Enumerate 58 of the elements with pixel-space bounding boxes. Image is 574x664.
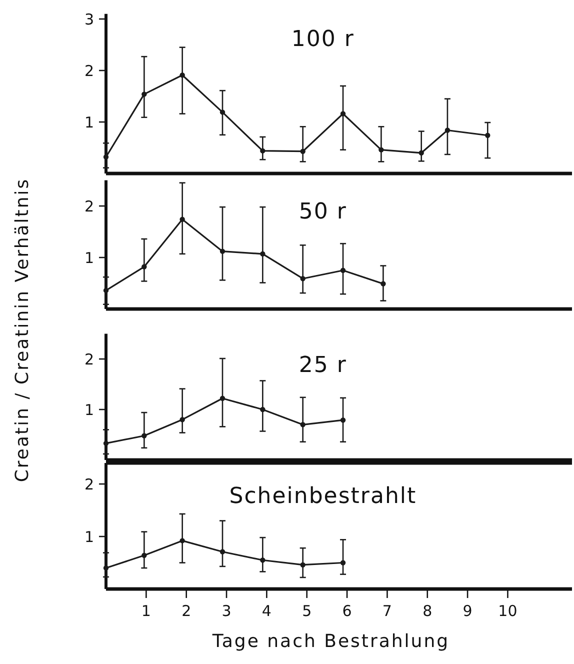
x-tick-label: 10 — [498, 602, 518, 620]
x-tick-label: 1 — [141, 602, 151, 620]
point — [340, 111, 346, 116]
point — [180, 538, 185, 544]
point — [340, 560, 346, 566]
y-tick-label: 2 — [84, 475, 94, 494]
y-tick-label: 1 — [84, 113, 94, 132]
point — [220, 110, 226, 115]
point — [103, 288, 109, 294]
point — [378, 147, 384, 152]
text: Scheinbestrahlt — [229, 484, 417, 509]
text: 100 r — [291, 26, 354, 52]
point — [340, 268, 346, 273]
point — [300, 276, 306, 282]
point — [142, 264, 147, 270]
point — [180, 72, 185, 78]
y-tick-label: 2 — [84, 350, 94, 368]
point — [180, 417, 185, 422]
y-tick-label: 2 — [84, 62, 94, 80]
point — [103, 565, 109, 571]
point — [220, 549, 226, 554]
x-tick-label: 4 — [262, 602, 272, 620]
point — [418, 150, 424, 156]
y-tick-label: 1 — [84, 248, 94, 267]
point — [180, 216, 185, 222]
point — [142, 433, 147, 438]
x-tick-label: 7 — [382, 602, 392, 620]
x-tick-label: 2 — [182, 602, 192, 620]
point — [260, 251, 266, 256]
y-tick-label: 1 — [84, 528, 94, 546]
y-axis-title: Creatin / Creatinin Verhältnis — [12, 178, 33, 482]
y-tick-label: 2 — [84, 197, 94, 216]
y-tick-label: 3 — [84, 10, 94, 28]
x-axis-title: Tage nach Bestrahlung — [211, 631, 450, 652]
point — [260, 148, 266, 154]
x-tick-label: 3 — [222, 602, 232, 620]
point — [220, 248, 226, 254]
point — [103, 440, 109, 446]
point — [300, 562, 306, 568]
point — [103, 154, 109, 160]
point — [142, 552, 147, 558]
point — [260, 406, 266, 412]
point — [260, 558, 266, 563]
x-tick-label: 9 — [462, 602, 472, 620]
x-tick-label: 8 — [422, 602, 432, 620]
point — [300, 422, 306, 428]
point — [340, 418, 346, 423]
point — [220, 396, 226, 401]
text: 25 r — [298, 352, 347, 378]
y-tick-label: 1 — [84, 400, 94, 419]
point — [300, 148, 306, 154]
point — [485, 132, 490, 138]
x-tick-label: 6 — [342, 602, 352, 620]
x-tick-label: 5 — [302, 602, 312, 620]
text: 50 r — [298, 199, 347, 224]
point — [380, 281, 386, 286]
point — [142, 92, 147, 97]
point — [444, 128, 450, 133]
